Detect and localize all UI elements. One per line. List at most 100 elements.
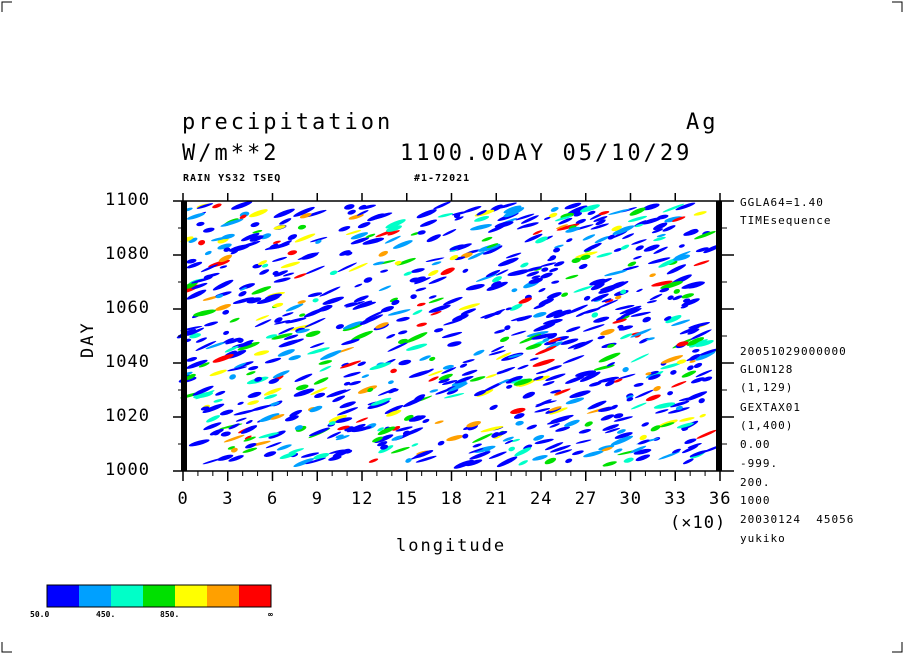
rain-cell bbox=[655, 409, 669, 414]
rain-cell bbox=[542, 337, 550, 343]
rain-cell bbox=[548, 212, 558, 218]
rain-cell bbox=[560, 338, 579, 345]
rain-cell bbox=[565, 375, 585, 384]
rain-cell bbox=[401, 427, 424, 437]
rain-cell bbox=[335, 434, 344, 439]
rain-cell bbox=[415, 455, 437, 463]
rain-cell bbox=[646, 300, 657, 304]
rain-cell bbox=[405, 458, 412, 463]
rain-cell bbox=[702, 376, 713, 382]
rain-cell bbox=[474, 390, 487, 397]
rain-cell bbox=[639, 434, 647, 441]
rain-cell bbox=[369, 362, 392, 370]
rain-cell bbox=[353, 295, 369, 303]
rain-cell bbox=[682, 458, 694, 465]
corner-mark-top-right bbox=[892, 1, 903, 12]
rain-cell bbox=[305, 457, 327, 465]
rain-cell bbox=[357, 361, 366, 367]
rain-cell bbox=[472, 433, 493, 443]
rain-cell bbox=[466, 420, 481, 428]
rain-cell bbox=[544, 442, 564, 451]
rain-cell bbox=[526, 331, 549, 337]
rain-cell bbox=[467, 286, 478, 290]
rain-cell bbox=[492, 276, 502, 283]
rain-cell bbox=[614, 295, 622, 300]
rain-cell bbox=[696, 429, 717, 439]
rain-cell bbox=[297, 252, 320, 260]
colorbar-swatch bbox=[111, 585, 143, 607]
rain-cell bbox=[293, 458, 314, 468]
rain-cell bbox=[350, 237, 370, 245]
rain-cell bbox=[555, 426, 571, 432]
rain-cell bbox=[258, 432, 280, 439]
rain-cell bbox=[270, 414, 285, 420]
rain-cell bbox=[231, 201, 253, 210]
rain-cell bbox=[336, 407, 359, 416]
rain-cell bbox=[273, 225, 286, 230]
rain-cell bbox=[411, 443, 419, 447]
rain-cell bbox=[348, 262, 368, 272]
rain-cell bbox=[659, 287, 670, 293]
metadata-line: GGLA64=1.40 bbox=[740, 196, 824, 209]
colorbar-swatch bbox=[175, 585, 207, 607]
rain-cell bbox=[425, 257, 445, 262]
rain-cell bbox=[616, 429, 626, 434]
rain-cell bbox=[380, 305, 395, 313]
rain-cell bbox=[268, 430, 286, 439]
rain-cell bbox=[305, 209, 327, 218]
rain-cell bbox=[191, 282, 208, 290]
rain-cell bbox=[518, 460, 528, 466]
rain-cell bbox=[533, 312, 547, 318]
rain-cell bbox=[495, 269, 509, 276]
rain-cell bbox=[380, 269, 389, 273]
rain-cell bbox=[630, 328, 652, 338]
rain-cell bbox=[412, 309, 423, 315]
rain-cell bbox=[212, 203, 222, 209]
rain-cell bbox=[636, 288, 643, 293]
rain-cell bbox=[687, 281, 705, 289]
rain-cell bbox=[548, 406, 562, 412]
rain-cell bbox=[679, 417, 695, 422]
rain-cell bbox=[660, 281, 683, 289]
rain-cell bbox=[313, 377, 329, 385]
rain-cell bbox=[600, 414, 615, 421]
rain-cell bbox=[695, 247, 709, 253]
left-edge-band bbox=[181, 201, 187, 471]
rain-cell bbox=[698, 348, 719, 356]
rain-cell bbox=[593, 216, 608, 222]
rain-cell bbox=[220, 218, 244, 227]
rain-cell bbox=[416, 322, 427, 327]
rain-cell bbox=[443, 296, 463, 306]
rain-cell bbox=[341, 338, 360, 346]
rain-cell bbox=[653, 222, 668, 231]
rain-cell bbox=[681, 370, 697, 378]
rain-cell bbox=[410, 232, 420, 236]
rain-cell bbox=[429, 389, 439, 393]
rain-cell bbox=[491, 345, 505, 353]
rain-cell bbox=[260, 233, 272, 240]
rain-cell bbox=[548, 337, 562, 343]
rain-cell bbox=[598, 352, 621, 363]
rain-cell bbox=[666, 264, 687, 275]
rain-cell bbox=[587, 400, 607, 410]
y-tick-label: 1060 bbox=[105, 298, 150, 318]
rain-cell bbox=[235, 417, 247, 422]
rain-cell bbox=[535, 369, 550, 375]
rain-cell bbox=[635, 454, 651, 462]
rain-cell bbox=[690, 377, 705, 384]
rain-cell bbox=[193, 309, 216, 317]
rain-cell bbox=[186, 212, 205, 220]
rain-cell bbox=[441, 380, 458, 385]
rain-cell bbox=[339, 401, 356, 409]
rain-cell bbox=[541, 267, 549, 272]
rain-cell bbox=[698, 398, 705, 404]
rain-cell bbox=[234, 362, 247, 369]
rain-cell bbox=[278, 327, 295, 335]
rain-cell bbox=[285, 415, 299, 422]
rain-cell bbox=[475, 273, 498, 282]
rain-cell bbox=[198, 239, 206, 246]
rain-cell bbox=[489, 404, 498, 411]
rain-cell bbox=[433, 328, 444, 333]
rain-cell bbox=[452, 314, 469, 322]
rain-cell bbox=[686, 337, 705, 346]
